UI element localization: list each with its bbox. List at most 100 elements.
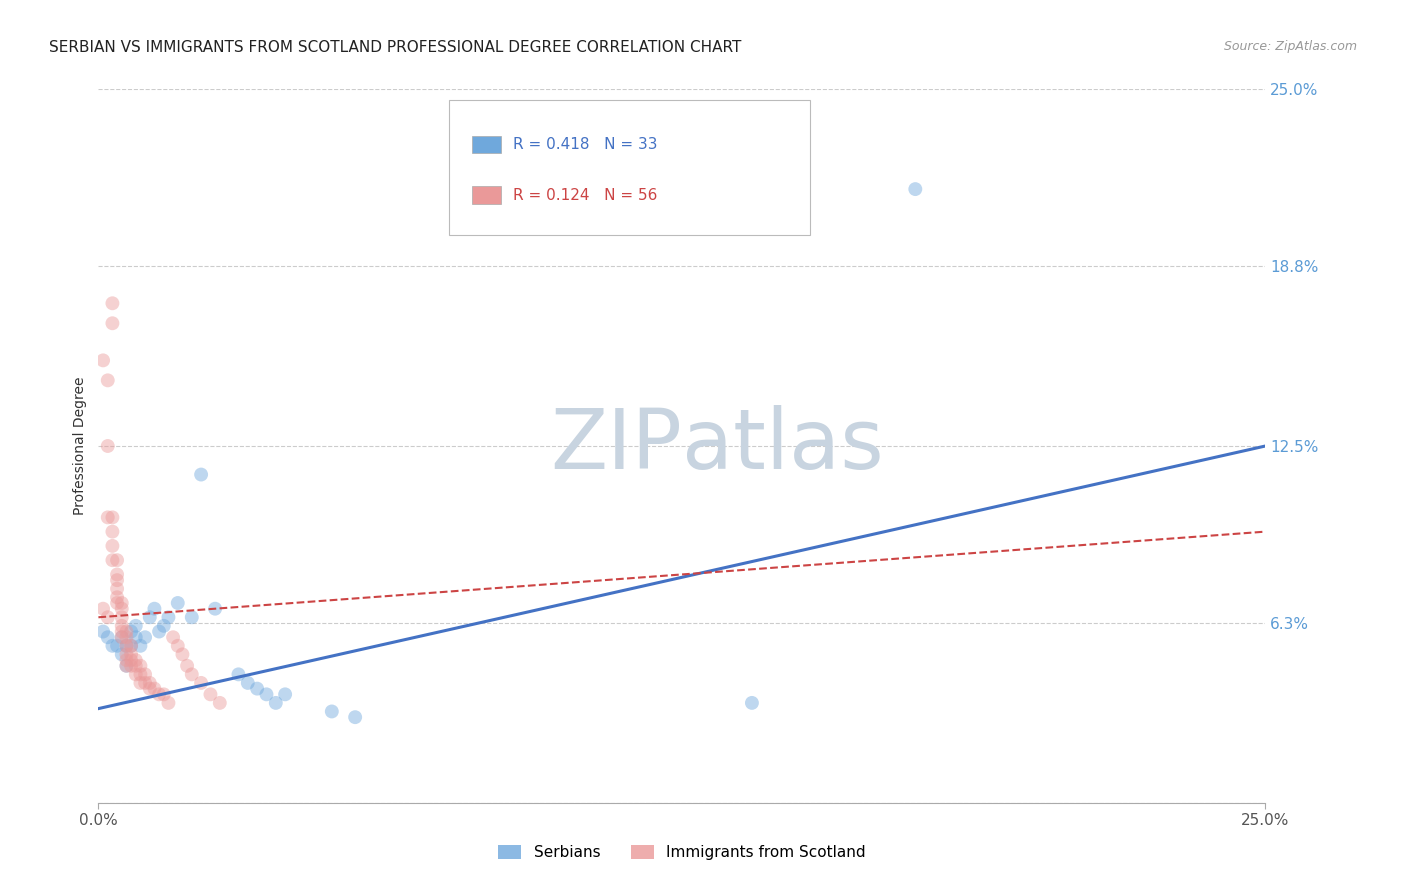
Point <box>115 630 138 644</box>
Point <box>129 667 152 681</box>
Point <box>180 610 202 624</box>
Point <box>157 696 180 710</box>
Point <box>172 648 194 662</box>
Point <box>120 658 142 673</box>
Point <box>204 601 226 615</box>
Legend: Serbians, Immigrants from Scotland: Serbians, Immigrants from Scotland <box>492 839 872 866</box>
Point <box>97 510 120 524</box>
Point <box>264 696 287 710</box>
Point <box>111 596 134 610</box>
Point <box>125 653 148 667</box>
Point <box>176 658 198 673</box>
Text: ZIP: ZIP <box>550 406 682 486</box>
Point <box>105 567 128 582</box>
Text: R = 0.418   N = 33: R = 0.418 N = 33 <box>513 137 657 152</box>
Point <box>157 610 180 624</box>
Point <box>125 630 148 644</box>
FancyBboxPatch shape <box>449 100 810 235</box>
Point <box>111 648 134 662</box>
Point <box>101 316 124 330</box>
FancyBboxPatch shape <box>472 186 501 204</box>
Text: R = 0.124   N = 56: R = 0.124 N = 56 <box>513 188 657 202</box>
Point <box>111 630 134 644</box>
Point <box>125 667 148 681</box>
Point <box>139 610 162 624</box>
Text: atlas: atlas <box>682 406 883 486</box>
Point <box>134 676 156 690</box>
Point <box>139 681 162 696</box>
Point <box>344 710 367 724</box>
Point <box>105 573 128 587</box>
Point <box>129 676 152 690</box>
Point <box>115 648 138 662</box>
Point <box>120 648 142 662</box>
Point <box>120 653 142 667</box>
Point <box>111 630 134 644</box>
Point <box>180 667 202 681</box>
Point <box>97 610 120 624</box>
Point <box>105 596 128 610</box>
Text: SERBIAN VS IMMIGRANTS FROM SCOTLAND PROFESSIONAL DEGREE CORRELATION CHART: SERBIAN VS IMMIGRANTS FROM SCOTLAND PROF… <box>49 40 741 55</box>
Point <box>143 681 166 696</box>
Point <box>190 676 212 690</box>
Point <box>111 610 134 624</box>
Point <box>105 582 128 596</box>
Point <box>228 667 250 681</box>
Point <box>115 624 138 639</box>
Point <box>143 601 166 615</box>
Point <box>101 510 124 524</box>
Point <box>134 630 156 644</box>
Point <box>91 601 114 615</box>
Point <box>139 676 162 690</box>
Point <box>120 624 142 639</box>
Text: Source: ZipAtlas.com: Source: ZipAtlas.com <box>1223 40 1357 54</box>
Y-axis label: Professional Degree: Professional Degree <box>73 376 87 516</box>
Point <box>148 624 170 639</box>
Point <box>105 591 128 605</box>
Point <box>101 553 124 567</box>
Point <box>166 596 188 610</box>
Point <box>101 296 124 310</box>
Point <box>152 687 174 701</box>
Point <box>91 624 114 639</box>
Point <box>129 658 152 673</box>
FancyBboxPatch shape <box>472 136 501 153</box>
Point <box>246 681 269 696</box>
Point <box>101 539 124 553</box>
Point <box>125 619 148 633</box>
Point <box>105 553 128 567</box>
Point <box>101 524 124 539</box>
Point <box>115 639 138 653</box>
Point <box>111 624 134 639</box>
Point <box>120 639 142 653</box>
Point <box>200 687 222 701</box>
Point <box>236 676 259 690</box>
Point <box>274 687 297 701</box>
Point <box>125 658 148 673</box>
Point <box>152 619 174 633</box>
Point <box>115 658 138 673</box>
Point <box>115 639 138 653</box>
Point <box>148 687 170 701</box>
Point <box>904 182 927 196</box>
Point <box>115 653 138 667</box>
Point <box>321 705 343 719</box>
Point <box>91 353 114 368</box>
Point <box>190 467 212 482</box>
Point <box>162 630 184 644</box>
Point <box>134 667 156 681</box>
Point <box>256 687 278 701</box>
Point <box>120 639 142 653</box>
Point <box>101 639 124 653</box>
Point <box>97 630 120 644</box>
Point <box>129 639 152 653</box>
Point <box>97 439 120 453</box>
Point <box>741 696 763 710</box>
Point <box>208 696 231 710</box>
Point <box>105 639 128 653</box>
Point <box>111 601 134 615</box>
Point <box>97 373 120 387</box>
Point <box>115 658 138 673</box>
Point <box>111 619 134 633</box>
Point <box>166 639 188 653</box>
